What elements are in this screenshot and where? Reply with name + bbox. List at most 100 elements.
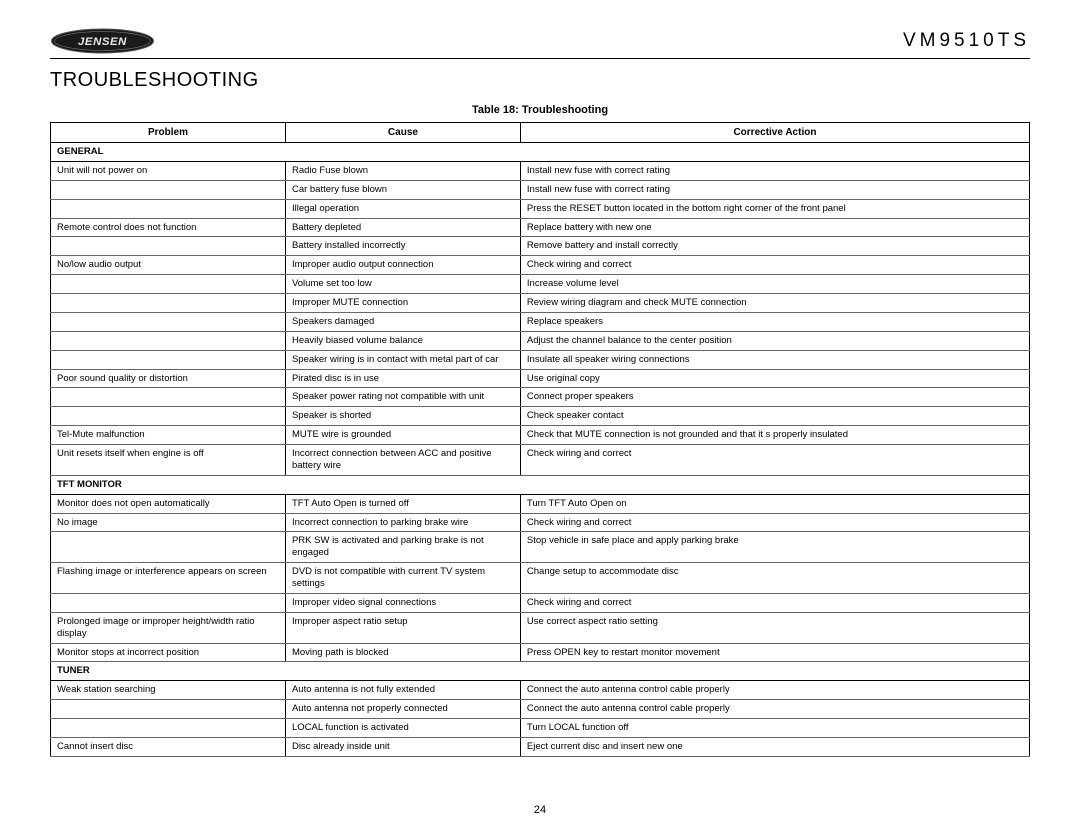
table-row: Improper MUTE connectionReview wiring di… bbox=[51, 294, 1030, 313]
cell-problem bbox=[51, 532, 286, 563]
table-row: Improper video signal connectionsCheck w… bbox=[51, 593, 1030, 612]
table-row: Auto antenna not properly connectedConne… bbox=[51, 700, 1030, 719]
cell-problem bbox=[51, 180, 286, 199]
cell-problem: Cannot insert disc bbox=[51, 737, 286, 756]
cell-action: Install new fuse with correct rating bbox=[520, 180, 1029, 199]
table-section-header: TFT MONITOR bbox=[51, 475, 1030, 494]
col-header-cause: Cause bbox=[285, 123, 520, 143]
cell-action: Check wiring and correct bbox=[520, 593, 1029, 612]
section-title: TROUBLESHOOTING bbox=[50, 69, 1030, 92]
cell-cause: Illegal operation bbox=[285, 199, 520, 218]
cell-action: Check wiring and correct bbox=[520, 256, 1029, 275]
cell-cause: Radio Fuse blown bbox=[285, 161, 520, 180]
cell-action: Review wiring diagram and check MUTE con… bbox=[520, 294, 1029, 313]
table-row: Battery installed incorrectlyRemove batt… bbox=[51, 237, 1030, 256]
cell-problem: Monitor does not open automatically bbox=[51, 494, 286, 513]
cell-cause: Car battery fuse blown bbox=[285, 180, 520, 199]
cell-cause: Improper MUTE connection bbox=[285, 294, 520, 313]
col-header-problem: Problem bbox=[51, 123, 286, 143]
table-row: Remote control does not functionBattery … bbox=[51, 218, 1030, 237]
table-section-header: TUNER bbox=[51, 662, 1030, 681]
table-row: Monitor stops at incorrect positionMovin… bbox=[51, 643, 1030, 662]
table-row: Illegal operationPress the RESET button … bbox=[51, 199, 1030, 218]
troubleshooting-table: Problem Cause Corrective Action GENERALU… bbox=[50, 122, 1030, 757]
table-row: Speaker wiring is in contact with metal … bbox=[51, 350, 1030, 369]
table-row: Car battery fuse blownInstall new fuse w… bbox=[51, 180, 1030, 199]
cell-cause: Incorrect connection between ACC and pos… bbox=[285, 445, 520, 476]
cell-action: Insulate all speaker wiring connections bbox=[520, 350, 1029, 369]
cell-action: Replace speakers bbox=[520, 312, 1029, 331]
cell-action: Check that MUTE connection is not ground… bbox=[520, 426, 1029, 445]
cell-problem: Unit will not power on bbox=[51, 161, 286, 180]
table-row: Unit resets itself when engine is offInc… bbox=[51, 445, 1030, 476]
section-name-cell: TFT MONITOR bbox=[51, 475, 1030, 494]
table-row: Cannot insert discDisc already inside un… bbox=[51, 737, 1030, 756]
table-row: Speaker is shortedCheck speaker contact bbox=[51, 407, 1030, 426]
cell-action: Use correct aspect ratio setting bbox=[520, 612, 1029, 643]
cell-cause: Speaker power rating not compatible with… bbox=[285, 388, 520, 407]
cell-action: Connect proper speakers bbox=[520, 388, 1029, 407]
svg-text:JENSEN: JENSEN bbox=[78, 36, 127, 48]
cell-cause: DVD is not compatible with current TV sy… bbox=[285, 563, 520, 594]
table-row: No/low audio outputImproper audio output… bbox=[51, 256, 1030, 275]
cell-cause: MUTE wire is grounded bbox=[285, 426, 520, 445]
cell-action: Adjust the channel balance to the center… bbox=[520, 331, 1029, 350]
cell-action: Connect the auto antenna control cable p… bbox=[520, 700, 1029, 719]
model-number: VM9510TS bbox=[903, 30, 1030, 52]
table-row: Monitor does not open automaticallyTFT A… bbox=[51, 494, 1030, 513]
cell-cause: Battery installed incorrectly bbox=[285, 237, 520, 256]
cell-action: Check wiring and correct bbox=[520, 513, 1029, 532]
cell-cause: Pirated disc is in use bbox=[285, 369, 520, 388]
cell-cause: Battery depleted bbox=[285, 218, 520, 237]
cell-action: Press OPEN key to restart monitor moveme… bbox=[520, 643, 1029, 662]
cell-problem bbox=[51, 350, 286, 369]
cell-problem bbox=[51, 700, 286, 719]
table-row: No imageIncorrect connection to parking … bbox=[51, 513, 1030, 532]
table-section-header: GENERAL bbox=[51, 143, 1030, 162]
table-row: Volume set too lowIncrease volume level bbox=[51, 275, 1030, 294]
cell-problem: No image bbox=[51, 513, 286, 532]
cell-action: Change setup to accommodate disc bbox=[520, 563, 1029, 594]
brand-logo: JENSEN bbox=[50, 28, 155, 54]
table-row: Speakers damagedReplace speakers bbox=[51, 312, 1030, 331]
cell-cause: LOCAL function is activated bbox=[285, 719, 520, 738]
cell-problem: Tel-Mute malfunction bbox=[51, 426, 286, 445]
section-name-cell: TUNER bbox=[51, 662, 1030, 681]
cell-problem: Prolonged image or improper height/width… bbox=[51, 612, 286, 643]
table-body: GENERALUnit will not power onRadio Fuse … bbox=[51, 143, 1030, 757]
cell-problem bbox=[51, 407, 286, 426]
page-header: JENSEN VM9510TS bbox=[50, 28, 1030, 59]
cell-cause: Improper video signal connections bbox=[285, 593, 520, 612]
cell-action: Check speaker contact bbox=[520, 407, 1029, 426]
table-row: Heavily biased volume balanceAdjust the … bbox=[51, 331, 1030, 350]
cell-action: Press the RESET button located in the bo… bbox=[520, 199, 1029, 218]
page-number: 24 bbox=[0, 804, 1080, 816]
cell-action: Check wiring and correct bbox=[520, 445, 1029, 476]
cell-cause: Speakers damaged bbox=[285, 312, 520, 331]
cell-cause: PRK SW is activated and parking brake is… bbox=[285, 532, 520, 563]
cell-problem bbox=[51, 199, 286, 218]
cell-action: Connect the auto antenna control cable p… bbox=[520, 681, 1029, 700]
cell-action: Eject current disc and insert new one bbox=[520, 737, 1029, 756]
cell-problem bbox=[51, 237, 286, 256]
cell-cause: TFT Auto Open is turned off bbox=[285, 494, 520, 513]
cell-cause: Improper aspect ratio setup bbox=[285, 612, 520, 643]
cell-action: Replace battery with new one bbox=[520, 218, 1029, 237]
cell-problem bbox=[51, 388, 286, 407]
cell-problem: Weak station searching bbox=[51, 681, 286, 700]
cell-problem: Flashing image or interference appears o… bbox=[51, 563, 286, 594]
cell-cause: Auto antenna is not fully extended bbox=[285, 681, 520, 700]
cell-cause: Improper audio output connection bbox=[285, 256, 520, 275]
cell-problem bbox=[51, 331, 286, 350]
cell-cause: Incorrect connection to parking brake wi… bbox=[285, 513, 520, 532]
cell-cause: Moving path is blocked bbox=[285, 643, 520, 662]
table-row: Flashing image or interference appears o… bbox=[51, 563, 1030, 594]
cell-problem bbox=[51, 593, 286, 612]
table-row: Tel-Mute malfunctionMUTE wire is grounde… bbox=[51, 426, 1030, 445]
table-header-row: Problem Cause Corrective Action bbox=[51, 123, 1030, 143]
cell-problem bbox=[51, 719, 286, 738]
cell-action: Remove battery and install correctly bbox=[520, 237, 1029, 256]
cell-problem bbox=[51, 275, 286, 294]
cell-problem: Remote control does not function bbox=[51, 218, 286, 237]
table-row: Poor sound quality or distortionPirated … bbox=[51, 369, 1030, 388]
